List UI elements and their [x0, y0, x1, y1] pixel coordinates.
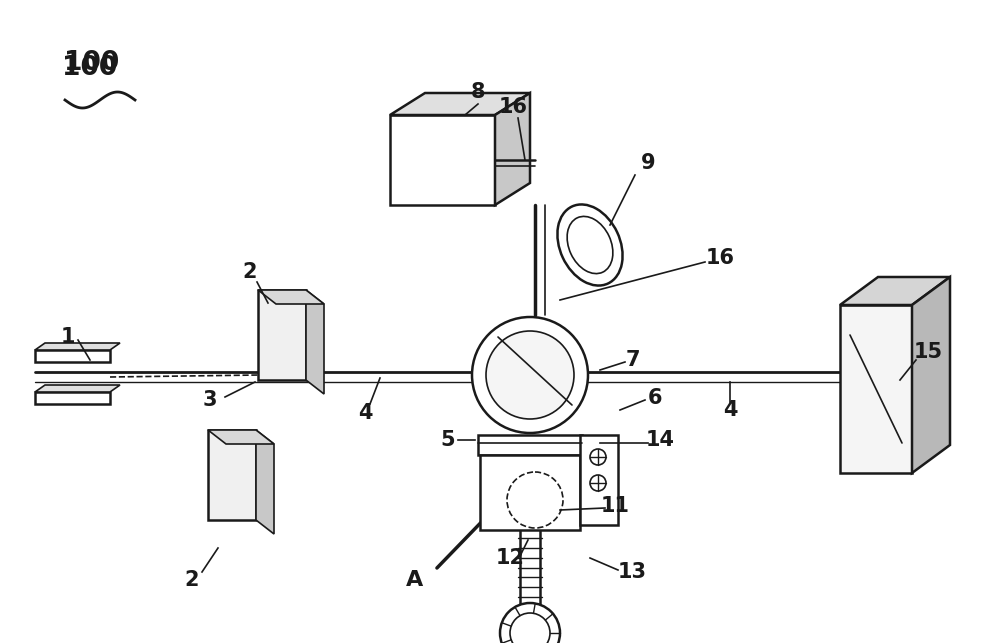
Polygon shape: [390, 93, 530, 115]
Text: 100: 100: [64, 50, 120, 76]
Text: 100: 100: [62, 55, 118, 81]
Text: 16: 16: [706, 248, 734, 268]
Circle shape: [486, 331, 574, 419]
Circle shape: [590, 449, 606, 465]
Circle shape: [590, 475, 606, 491]
Circle shape: [507, 472, 563, 528]
Polygon shape: [35, 343, 120, 350]
Text: 11: 11: [600, 496, 630, 516]
Polygon shape: [258, 290, 306, 380]
Polygon shape: [208, 430, 274, 444]
Polygon shape: [495, 93, 530, 205]
Polygon shape: [390, 115, 495, 205]
Polygon shape: [580, 435, 618, 525]
Circle shape: [500, 603, 560, 643]
Circle shape: [472, 317, 588, 433]
Text: 12: 12: [496, 548, 524, 568]
Text: 13: 13: [618, 562, 646, 582]
Text: 5: 5: [441, 430, 455, 450]
Text: 7: 7: [626, 350, 640, 370]
Text: 4: 4: [723, 400, 737, 420]
Polygon shape: [35, 350, 110, 362]
Text: 16: 16: [498, 97, 528, 117]
Text: 3: 3: [203, 390, 217, 410]
Text: 1: 1: [61, 327, 75, 347]
Text: 9: 9: [641, 153, 655, 173]
Ellipse shape: [567, 217, 613, 274]
Text: 2: 2: [243, 262, 257, 282]
Text: 15: 15: [913, 342, 943, 362]
Polygon shape: [480, 455, 580, 530]
Ellipse shape: [557, 204, 623, 285]
Polygon shape: [912, 277, 950, 473]
Polygon shape: [478, 435, 582, 455]
Text: 6: 6: [648, 388, 662, 408]
Polygon shape: [306, 290, 324, 394]
Polygon shape: [840, 305, 912, 473]
Polygon shape: [256, 430, 274, 534]
Text: 8: 8: [471, 82, 485, 102]
Text: 4: 4: [358, 403, 372, 423]
Text: 14: 14: [646, 430, 674, 450]
Text: A: A: [406, 570, 424, 590]
Polygon shape: [840, 277, 950, 305]
Text: 2: 2: [185, 570, 199, 590]
Polygon shape: [35, 385, 120, 392]
Circle shape: [510, 613, 550, 643]
Polygon shape: [208, 430, 256, 520]
Polygon shape: [258, 290, 324, 304]
Polygon shape: [35, 392, 110, 404]
